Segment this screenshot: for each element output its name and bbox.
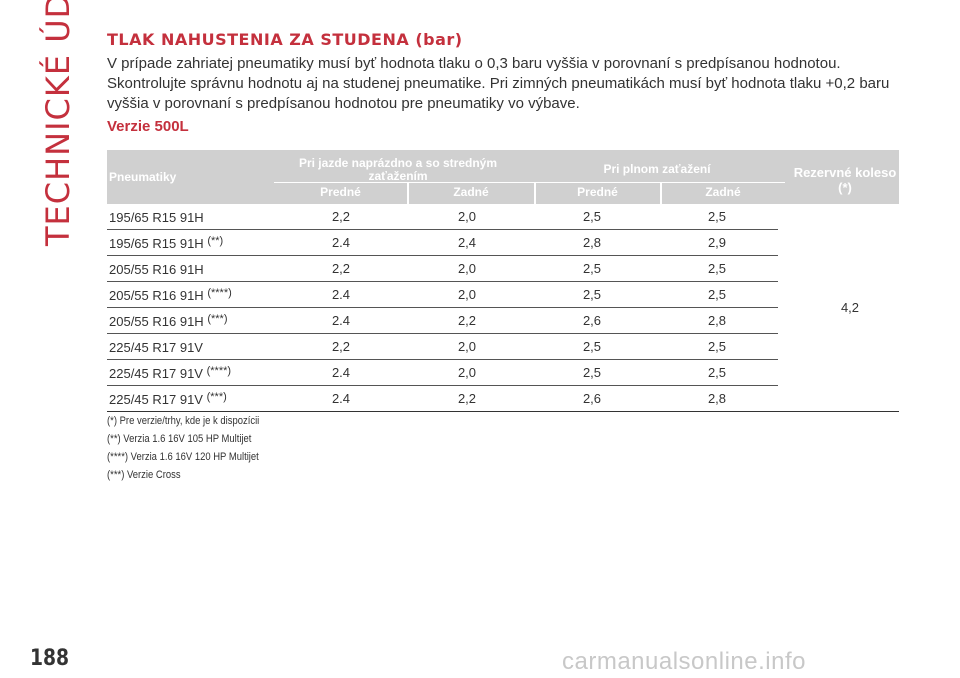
chapter-side-title: TECHNICKÉ ÚDAJE (39, 0, 77, 246)
value-cell: 2.4 (331, 313, 351, 328)
value-cell: 2,5 (707, 287, 727, 302)
header-rear-1: Zadné (453, 185, 489, 199)
value-cell: 2.4 (331, 287, 351, 302)
value-cell: 2,2 (331, 261, 351, 276)
value-cell: 2,5 (707, 365, 727, 380)
table-row: 225/45 R17 91V 2,2 2,0 2,5 2,5 (107, 334, 778, 360)
header-split (660, 183, 662, 204)
value-cell: 2.4 (331, 365, 351, 380)
value-cell: 2,5 (707, 209, 727, 224)
value-cell: 2,5 (582, 261, 602, 276)
tire-size: 205/55 R16 91H (****) (109, 287, 232, 303)
tire-size: 225/45 R17 91V (****) (109, 365, 232, 381)
value-cell: 2,5 (707, 339, 727, 354)
tire-pressure-table: Pneumatiky Pri jazde naprázdno a so stre… (107, 150, 899, 412)
value-cell: 2.4 (331, 391, 351, 406)
value-cell: 2,5 (707, 261, 727, 276)
value-cell: 2,5 (582, 287, 602, 302)
footnote: (*) Pre verzie/trhy, kde je k dispozícii (107, 415, 260, 427)
header-rear-2: Zadné (705, 185, 741, 199)
header-spare: Rezervné koleso (*) (793, 165, 897, 195)
value-cell: 2,2 (331, 209, 351, 224)
table-row: 205/55 R16 91H (****) 2.4 2,0 2,5 2,5 (107, 282, 778, 308)
tire-size: 195/65 R15 91H (109, 210, 204, 225)
value-cell: 2,2 (331, 339, 351, 354)
value-cell: 2,8 (582, 235, 602, 250)
table-row: 205/55 R16 91H (***) 2.4 2,2 2,6 2,8 (107, 308, 778, 334)
value-cell: 2,9 (707, 235, 727, 250)
header-full-load: Pri plnom zaťažení (603, 162, 711, 176)
table-header: Pneumatiky Pri jazde naprázdno a so stre… (107, 150, 899, 204)
footnote: (***) Verzie Cross (107, 469, 181, 481)
tire-size: 225/45 R17 91V (***) (109, 391, 227, 407)
tire-size: 195/65 R15 91H (**) (109, 235, 224, 251)
value-cell: 2,5 (582, 365, 602, 380)
header-divider (274, 182, 785, 183)
footnotes: (*) Pre verzie/trhy, kde je k dispozícii… (107, 412, 259, 484)
page-number: 188 (30, 646, 70, 671)
subsection-title: Verzie 500L (107, 118, 189, 135)
watermark: carmanualsonline.info (562, 648, 806, 675)
value-cell: 2,5 (582, 209, 602, 224)
value-cell: 2,5 (582, 339, 602, 354)
value-cell: 2,0 (457, 209, 477, 224)
header-tires: Pneumatiky (109, 170, 177, 184)
header-front-1: Predné (320, 185, 361, 199)
value-cell: 2,0 (457, 287, 477, 302)
value-cell: 2,4 (457, 235, 477, 250)
footnote: (**) Verzia 1.6 16V 105 HP Multijet (107, 433, 252, 445)
table-body: 195/65 R15 91H 2,2 2,0 2,5 2,5 195/65 R1… (107, 204, 899, 412)
value-cell: 2.4 (331, 235, 351, 250)
value-cell: 2,2 (457, 391, 477, 406)
table-row: 195/65 R15 91H 2,2 2,0 2,5 2,5 (107, 204, 778, 230)
value-cell: 2,8 (707, 313, 727, 328)
tire-size: 205/55 R16 91H (109, 262, 204, 277)
value-cell: 2,0 (457, 365, 477, 380)
tire-size: 205/55 R16 91H (***) (109, 313, 228, 329)
header-front-2: Predné (577, 185, 618, 199)
value-cell: 2,2 (457, 313, 477, 328)
tire-size: 225/45 R17 91V (109, 340, 203, 355)
table-row: 225/45 R17 91V (***) 2.4 2,2 2,6 2,8 (107, 386, 899, 412)
value-cell: 2,6 (582, 391, 602, 406)
spare-wheel-value: 4,2 (840, 300, 860, 315)
table-row: 205/55 R16 91H 2,2 2,0 2,5 2,5 (107, 256, 778, 282)
header-split (407, 183, 409, 204)
value-cell: 2,8 (707, 391, 727, 406)
intro-paragraph: V prípade zahriatej pneumatiky musí byť … (107, 55, 890, 112)
value-cell: 2,0 (457, 261, 477, 276)
table-row: 195/65 R15 91H (**) 2.4 2,4 2,8 2,9 (107, 230, 778, 256)
footnote: (****) Verzia 1.6 16V 120 HP Multijet (107, 451, 259, 463)
value-cell: 2,6 (582, 313, 602, 328)
table-row: 225/45 R17 91V (****) 2.4 2,0 2,5 2,5 (107, 360, 778, 386)
value-cell: 2,0 (457, 339, 477, 354)
section-title: TLAK NAHUSTENIA ZA STUDENA (bar) (107, 30, 463, 49)
header-empty-load: Pri jazde naprázdno a so stredným zaťaže… (298, 156, 498, 183)
header-split (534, 183, 536, 204)
